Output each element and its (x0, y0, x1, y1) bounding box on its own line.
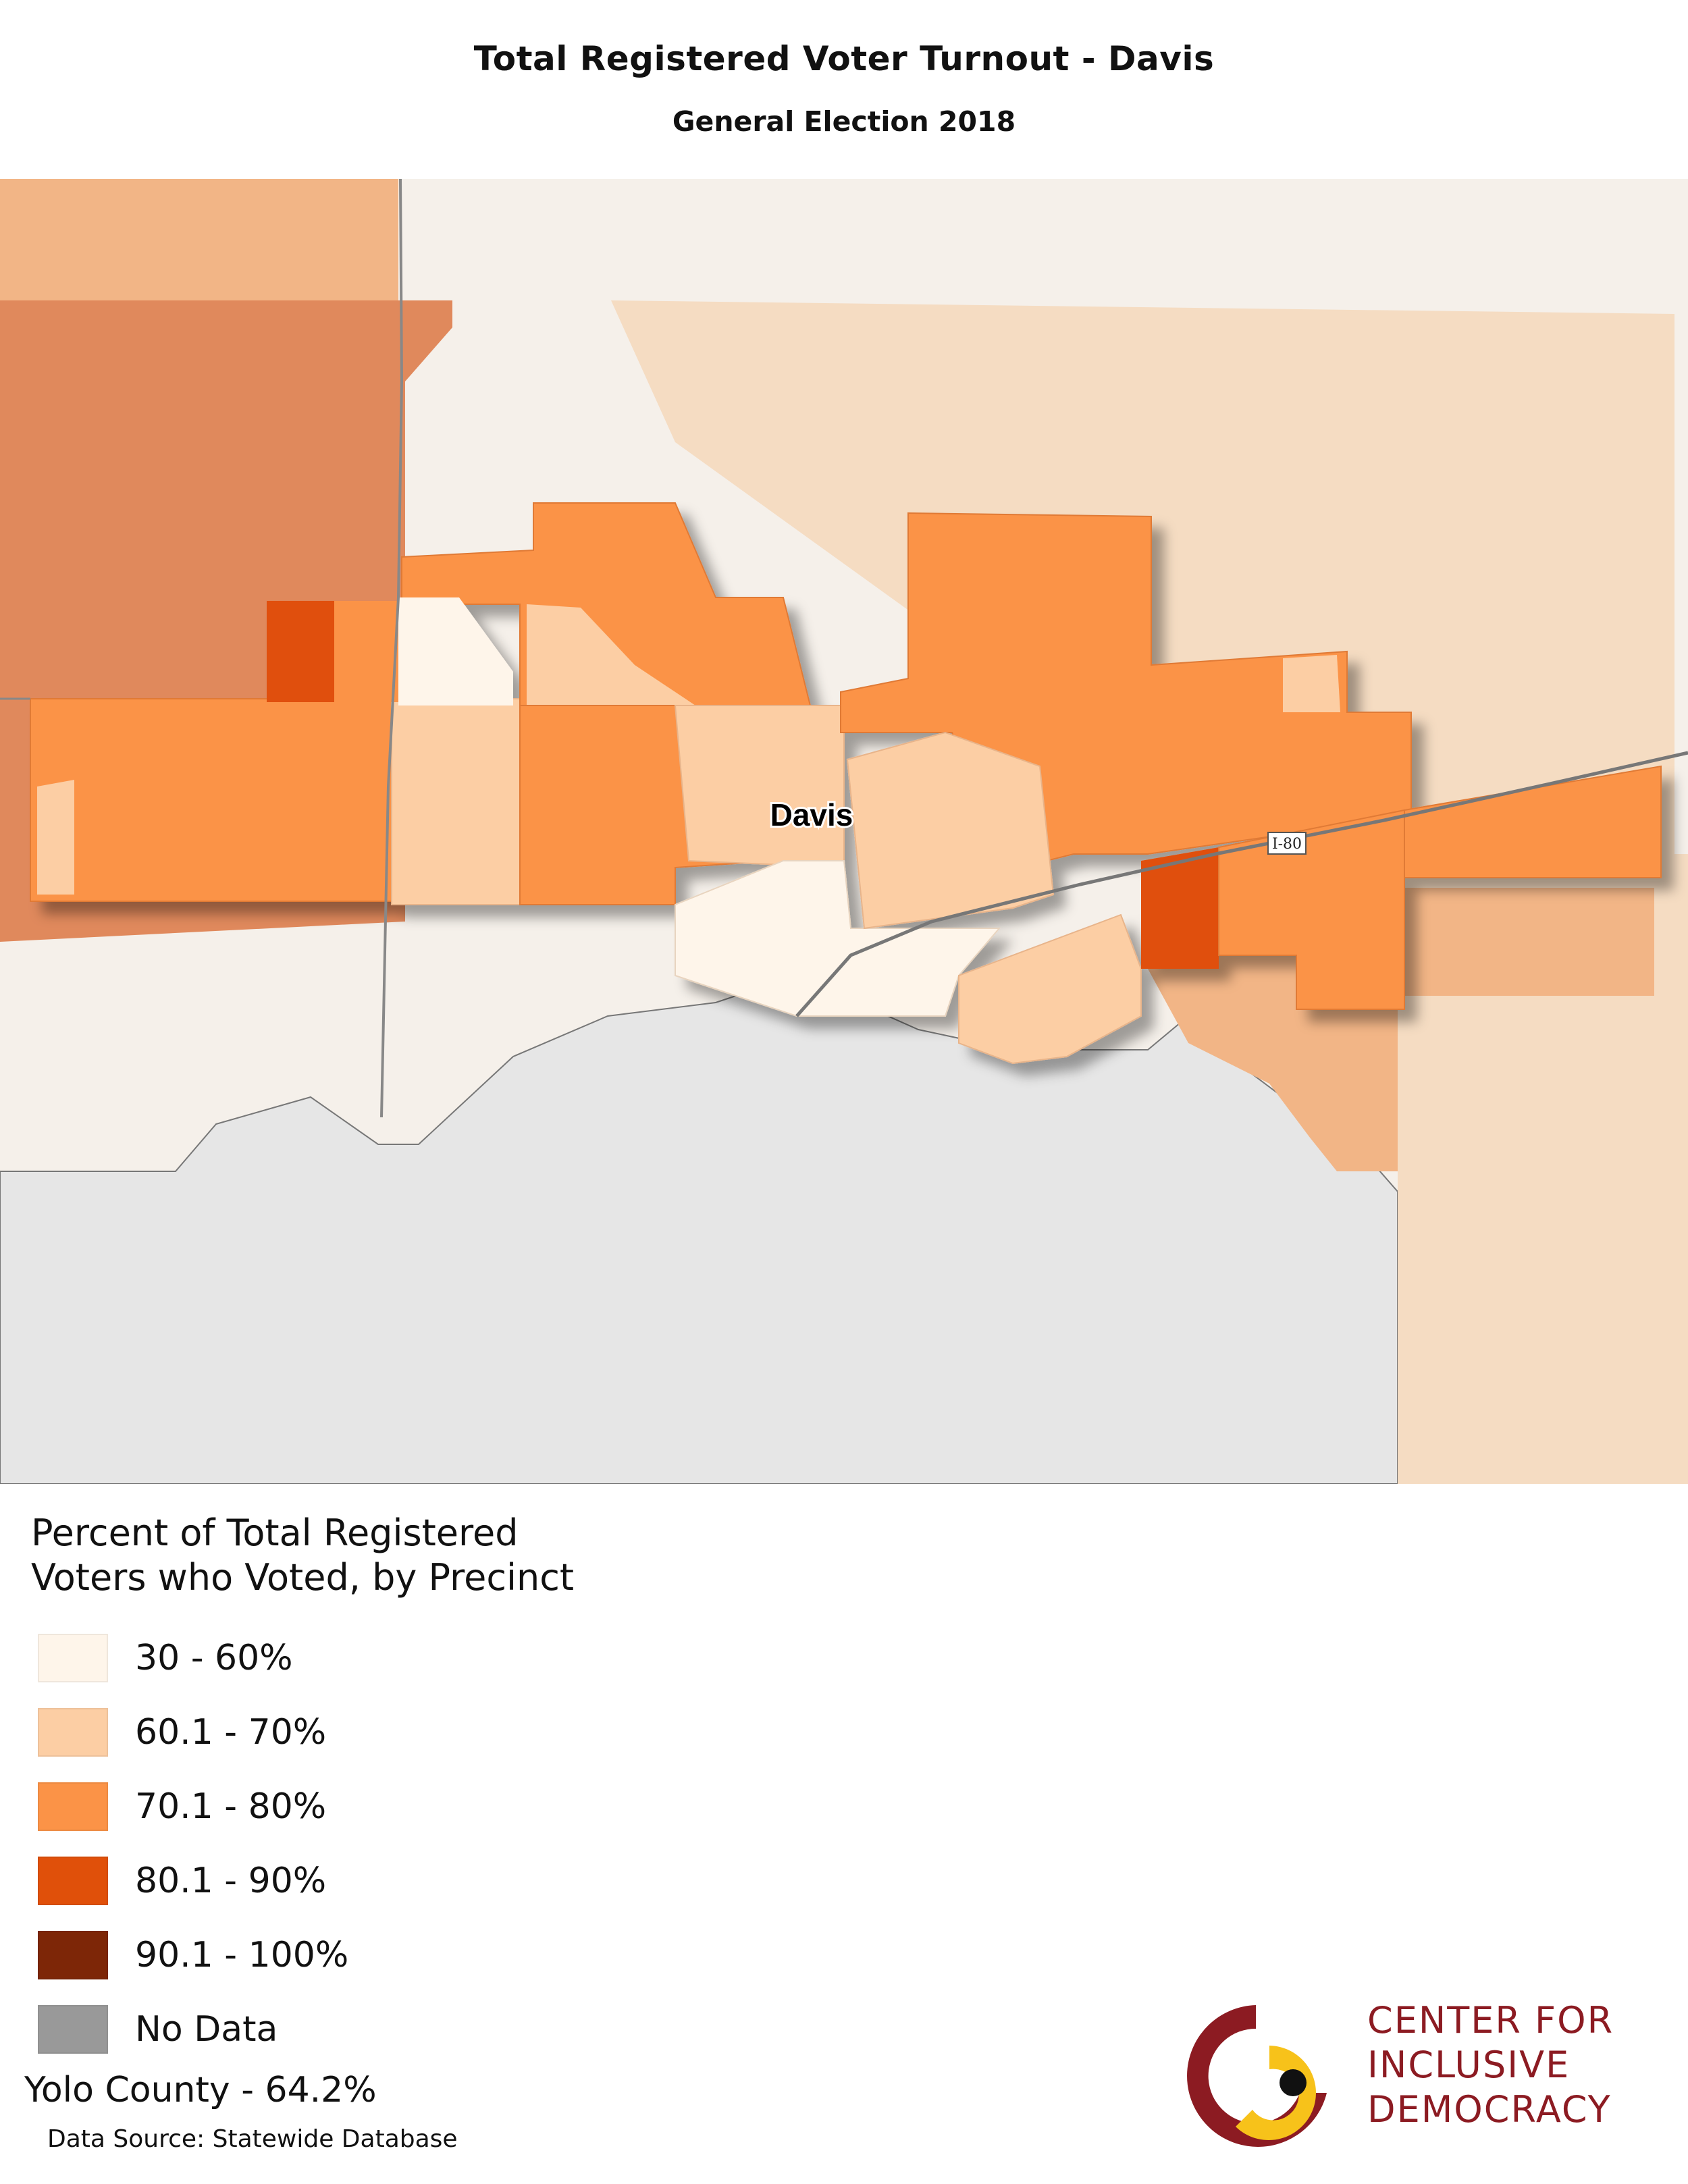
logo-text: Center for Inclusive Democracy (1367, 1999, 1614, 2131)
precincts-west (30, 698, 392, 902)
precincts-east-low (846, 731, 1055, 930)
map-subtitle: General Election 2018 (672, 105, 1016, 138)
highway-shield (1267, 832, 1307, 855)
highway-label: I-80 (1272, 836, 1302, 853)
county-turnout-note: Yolo County - 64.2% (24, 2070, 377, 2110)
precincts-southeast-low (958, 913, 1142, 1065)
precincts-central-west (391, 698, 521, 905)
logo-mark (1187, 2005, 1327, 2147)
legend-item: 30 - 60% (38, 1631, 293, 1685)
legend-item: No Data (38, 2002, 278, 2056)
legend-label: 90.1 - 100% (135, 1935, 349, 1975)
place-label: Davis (770, 797, 853, 832)
precincts-central-low (674, 705, 845, 869)
legend-label: No Data (135, 2009, 278, 2050)
surrounding-area-lower (0, 974, 1398, 1484)
legend-swatch (38, 2005, 108, 2054)
map-title: Total Registered Voter Turnout - Davis (473, 39, 1215, 78)
legend-item: 80.1 - 90% (38, 1854, 326, 1908)
choropleth-map: I-80 Davis (0, 179, 1688, 1484)
precincts-north-cluster (401, 502, 812, 706)
precinct-north-white (398, 597, 513, 705)
legend-swatch (38, 1708, 108, 1757)
legend-swatch (38, 1634, 108, 1682)
precinct-northeast-low (1283, 655, 1340, 712)
precinct-north-low (527, 604, 695, 705)
precinct-west-low (37, 780, 74, 895)
precincts-far-east (1404, 765, 1662, 878)
legend-label: 80.1 - 90% (135, 1861, 327, 1901)
precinct-west-mid (334, 601, 398, 702)
legend-label: 30 - 60% (135, 1638, 293, 1678)
data-source: Data Source: Statewide Database (47, 2125, 458, 2153)
legend-item: 90.1 - 100% (38, 1928, 348, 1982)
legend-item: 70.1 - 80% (38, 1780, 326, 1834)
legend-label: 60.1 - 70% (135, 1712, 327, 1753)
road-north-south (380, 179, 404, 1118)
legend-item: 60.1 - 70% (38, 1705, 326, 1759)
precinct-high-east (1141, 847, 1219, 969)
legend-label: 70.1 - 80% (135, 1786, 327, 1827)
area-north-band (0, 179, 398, 300)
legend-swatch (38, 1931, 108, 1979)
legend-swatch (38, 1782, 108, 1831)
legend-swatch (38, 1857, 108, 1905)
precinct-high-west (267, 601, 334, 702)
area-east-band (1398, 888, 1654, 996)
legend-title: Percent of Total Registered Voters who V… (31, 1512, 575, 1599)
highway-i80 (795, 751, 1688, 1017)
